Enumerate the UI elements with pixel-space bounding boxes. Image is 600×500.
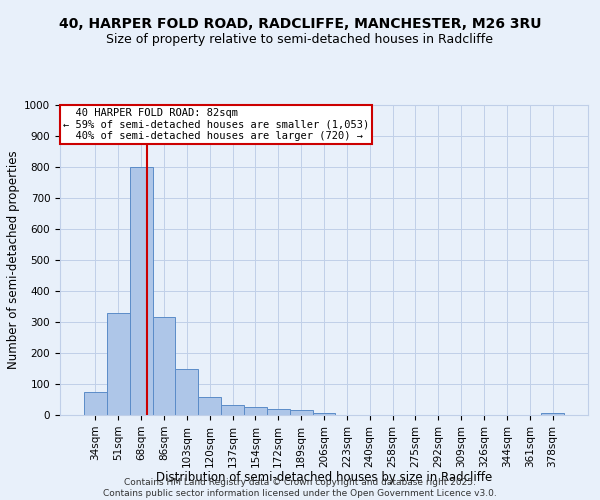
Bar (290, 410, 313, 415)
Bar (198, 397, 221, 415)
Text: 40, HARPER FOLD ROAD, RADCLIFFE, MANCHESTER, M26 3RU: 40, HARPER FOLD ROAD, RADCLIFFE, MANCHES… (59, 18, 541, 32)
Bar (313, 412, 335, 415)
Text: Contains HM Land Registry data © Crown copyright and database right 2025.
Contai: Contains HM Land Registry data © Crown c… (103, 478, 497, 498)
Bar (541, 412, 564, 415)
Bar (221, 405, 244, 415)
Bar (107, 312, 130, 415)
Bar (175, 368, 198, 415)
X-axis label: Distribution of semi-detached houses by size in Radcliffe: Distribution of semi-detached houses by … (156, 471, 492, 484)
Text: 40 HARPER FOLD ROAD: 82sqm
← 59% of semi-detached houses are smaller (1,053)
  4: 40 HARPER FOLD ROAD: 82sqm ← 59% of semi… (62, 108, 369, 142)
Bar (152, 318, 175, 415)
Bar (84, 392, 107, 415)
Bar (244, 407, 267, 415)
Y-axis label: Number of semi-detached properties: Number of semi-detached properties (7, 150, 20, 370)
Text: Size of property relative to semi-detached houses in Radcliffe: Size of property relative to semi-detach… (107, 32, 493, 46)
Bar (267, 409, 290, 415)
Bar (130, 167, 152, 415)
